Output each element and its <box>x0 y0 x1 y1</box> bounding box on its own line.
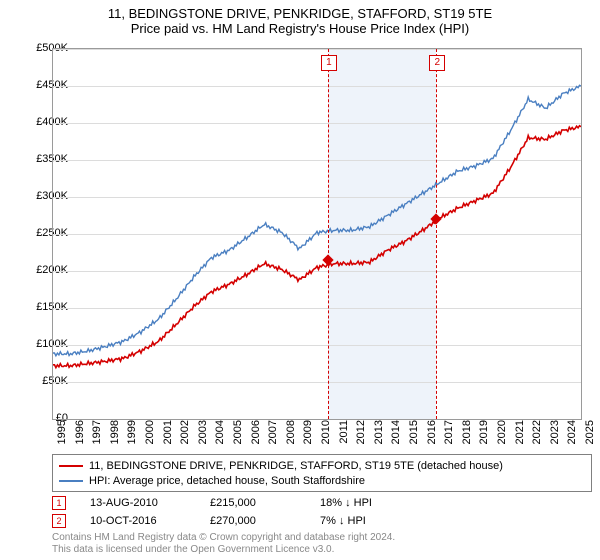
x-tick-label: 2025 <box>584 420 596 450</box>
title-line1: 11, BEDINGSTONE DRIVE, PENKRIDGE, STAFFO… <box>0 6 600 21</box>
x-tick-label: 2022 <box>531 420 543 450</box>
x-tick-label: 2005 <box>232 420 244 450</box>
legend-row-property: 11, BEDINGSTONE DRIVE, PENKRIDGE, STAFFO… <box>59 458 585 473</box>
event-date-1: 13-AUG-2010 <box>90 497 210 509</box>
x-tick-label: 2021 <box>514 420 526 450</box>
x-tick-label: 1996 <box>74 420 86 450</box>
x-tick-label: 2000 <box>144 420 156 450</box>
x-tick-label: 2011 <box>338 420 350 450</box>
footer-note: Contains HM Land Registry data © Crown c… <box>52 532 395 556</box>
event-price-2: £270,000 <box>210 515 320 527</box>
legend-swatch-hpi <box>59 480 83 482</box>
legend: 11, BEDINGSTONE DRIVE, PENKRIDGE, STAFFO… <box>52 454 592 492</box>
x-tick-label: 2008 <box>285 420 297 450</box>
x-tick-label: 2004 <box>214 420 226 450</box>
x-tick-label: 2018 <box>461 420 473 450</box>
footer-line2: This data is licensed under the Open Gov… <box>52 544 395 556</box>
x-tick-label: 2017 <box>443 420 455 450</box>
event-vline <box>436 49 437 419</box>
series-property <box>53 126 581 368</box>
x-tick-label: 2007 <box>267 420 279 450</box>
event-date-2: 10-OCT-2016 <box>90 515 210 527</box>
x-tick-label: 2001 <box>162 420 174 450</box>
title-block: 11, BEDINGSTONE DRIVE, PENKRIDGE, STAFFO… <box>0 0 600 36</box>
x-tick-label: 2020 <box>496 420 508 450</box>
legend-row-hpi: HPI: Average price, detached house, Sout… <box>59 473 585 488</box>
series-hpi <box>53 85 581 356</box>
x-tick-label: 1997 <box>91 420 103 450</box>
event-delta-1: 18% ↓ HPI <box>320 497 372 509</box>
events-table: 1 13-AUG-2010 £215,000 18% ↓ HPI 2 10-OC… <box>52 494 372 530</box>
x-tick-label: 1995 <box>56 420 68 450</box>
chart-container: 11, BEDINGSTONE DRIVE, PENKRIDGE, STAFFO… <box>0 0 600 560</box>
x-tick-label: 2016 <box>426 420 438 450</box>
x-tick-label: 2002 <box>179 420 191 450</box>
event-marker-1: 1 <box>52 496 66 510</box>
event-vline <box>328 49 329 419</box>
x-tick-label: 2023 <box>549 420 561 450</box>
event-marker-2: 2 <box>52 514 66 528</box>
x-tick-label: 2015 <box>408 420 420 450</box>
x-tick-label: 2006 <box>250 420 262 450</box>
legend-label-hpi: HPI: Average price, detached house, Sout… <box>89 475 365 487</box>
x-tick-label: 2019 <box>478 420 490 450</box>
x-tick-label: 2009 <box>302 420 314 450</box>
chart-plot-area: 12 <box>52 48 582 420</box>
event-box-1: 1 <box>321 55 337 71</box>
event-price-1: £215,000 <box>210 497 320 509</box>
event-row-2: 2 10-OCT-2016 £270,000 7% ↓ HPI <box>52 512 372 530</box>
x-tick-label: 1998 <box>109 420 121 450</box>
x-tick-label: 2012 <box>355 420 367 450</box>
event-row-1: 1 13-AUG-2010 £215,000 18% ↓ HPI <box>52 494 372 512</box>
title-line2: Price paid vs. HM Land Registry's House … <box>0 21 600 36</box>
event-box-2: 2 <box>429 55 445 71</box>
x-tick-label: 2010 <box>320 420 332 450</box>
x-tick-label: 1999 <box>126 420 138 450</box>
x-tick-label: 2013 <box>373 420 385 450</box>
legend-label-property: 11, BEDINGSTONE DRIVE, PENKRIDGE, STAFFO… <box>89 460 503 472</box>
legend-swatch-property <box>59 465 83 467</box>
x-tick-label: 2024 <box>566 420 578 450</box>
footer-line1: Contains HM Land Registry data © Crown c… <box>52 532 395 544</box>
line-series-svg <box>53 49 581 419</box>
x-tick-label: 2003 <box>197 420 209 450</box>
x-tick-label: 2014 <box>390 420 402 450</box>
event-delta-2: 7% ↓ HPI <box>320 515 366 527</box>
